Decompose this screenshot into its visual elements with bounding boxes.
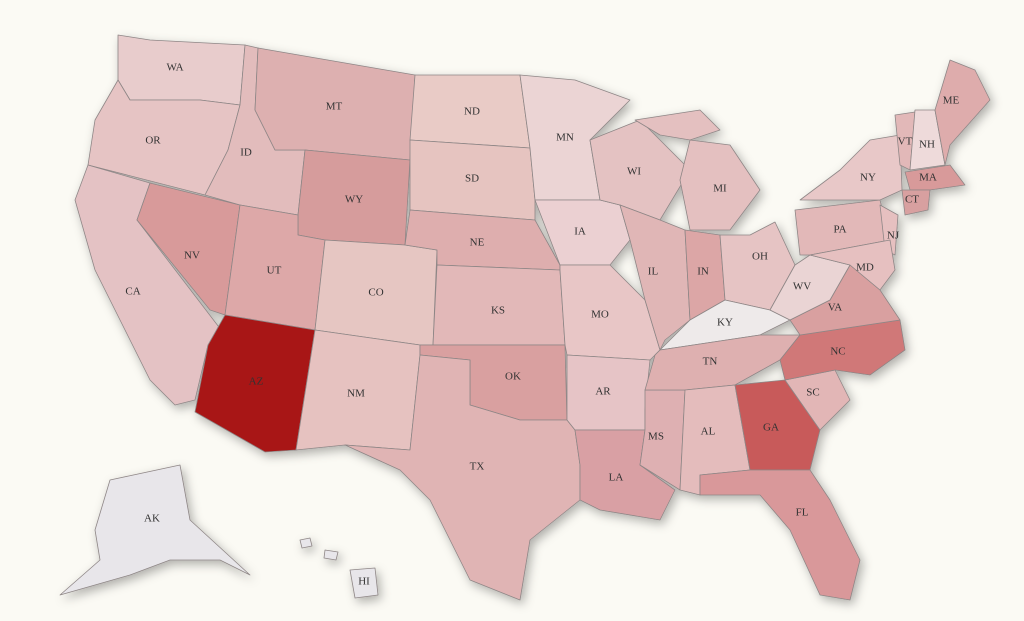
state-label: AR xyxy=(595,386,611,398)
state-shape xyxy=(901,189,931,216)
state-label: IL xyxy=(648,266,659,278)
state-label: NJ xyxy=(887,230,900,242)
state-label: WV xyxy=(793,281,811,293)
state-shape xyxy=(699,469,861,601)
state-label: MA xyxy=(919,172,937,184)
state-label: ND xyxy=(464,106,480,118)
state-label: HI xyxy=(358,576,370,588)
state-label: VT xyxy=(898,136,913,148)
state-shape xyxy=(619,204,691,351)
state-label: SC xyxy=(806,387,819,399)
state-shape xyxy=(634,109,721,141)
state-label: NY xyxy=(860,172,876,184)
state-label: OK xyxy=(505,371,521,383)
state-label: CO xyxy=(368,287,383,299)
state-label: MD xyxy=(856,262,874,274)
state-label: AZ xyxy=(249,376,264,388)
state-label: OR xyxy=(145,135,161,147)
state-label: NM xyxy=(347,388,365,400)
state-shape xyxy=(349,567,379,599)
state-label: WI xyxy=(627,166,641,178)
state-label: PA xyxy=(833,224,846,236)
state-label: IA xyxy=(574,226,586,238)
state-shape xyxy=(934,59,991,166)
state-label: CA xyxy=(125,286,140,298)
state-shape xyxy=(799,134,903,201)
state-shape xyxy=(734,379,821,471)
state-label: MT xyxy=(326,101,343,113)
state-label: CT xyxy=(905,194,919,206)
state-shape xyxy=(344,354,581,601)
state-label: KY xyxy=(717,317,733,329)
state-label: MO xyxy=(591,309,609,321)
state-label: MN xyxy=(556,132,574,144)
state-label: OH xyxy=(752,251,768,263)
state-label: WA xyxy=(166,62,183,74)
state-labels: WA OR CA NV ID MT WY UT CO AZ NM ND SD NE KS OK TX MN IA MO… xyxy=(125,62,959,588)
state-shape xyxy=(136,182,241,316)
state-label: AK xyxy=(144,513,160,525)
state-label: NV xyxy=(184,250,200,262)
state-label: SD xyxy=(465,173,479,185)
state-label: ME xyxy=(943,95,960,107)
state-label: AL xyxy=(701,426,716,438)
state-shape xyxy=(904,164,966,191)
state-shape xyxy=(679,139,761,231)
state-label: MI xyxy=(713,183,727,195)
state-label: ID xyxy=(240,147,252,159)
states xyxy=(59,34,991,601)
state-shape xyxy=(409,139,536,221)
state-label: FL xyxy=(796,507,809,519)
state-label: UT xyxy=(267,265,282,277)
state-label: NC xyxy=(830,346,845,358)
state-label: TN xyxy=(703,356,718,368)
state-label: GA xyxy=(763,422,779,434)
state-label: NH xyxy=(919,139,935,151)
state-shape xyxy=(323,549,339,561)
state-label: NE xyxy=(470,237,485,249)
state-label: VA xyxy=(828,302,843,314)
state-label: MS xyxy=(648,431,664,443)
state-shape xyxy=(59,464,251,596)
state-label: KS xyxy=(491,305,505,317)
state-shape xyxy=(299,537,313,549)
state-label: WY xyxy=(345,194,363,206)
state-label: TX xyxy=(470,461,485,473)
state-label: IN xyxy=(697,266,709,278)
state-shape xyxy=(809,239,896,291)
state-label: LA xyxy=(609,472,624,484)
